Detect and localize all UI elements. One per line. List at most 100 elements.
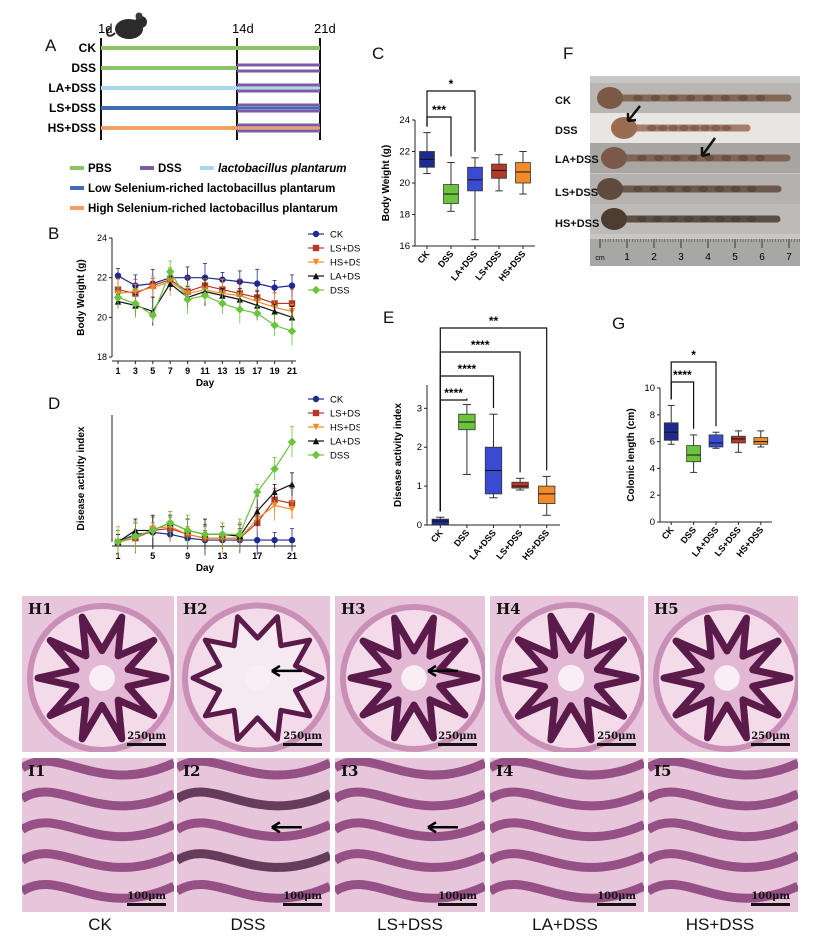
- panel-label-g: G: [612, 314, 626, 333]
- data-point: [167, 280, 174, 287]
- y-axis-label: Colonic length (cm): [626, 408, 637, 501]
- y-tick-label: 22: [97, 273, 107, 283]
- data-point: [235, 305, 244, 314]
- scale-bar: 250μm: [597, 731, 636, 746]
- colon-pellet: [703, 95, 713, 101]
- colon-pellet: [633, 186, 643, 192]
- y-axis-label: Disease activity index: [76, 426, 87, 530]
- colon-pellet: [700, 125, 711, 131]
- histology-tile-h2: H2 250μm: [177, 596, 330, 752]
- x-tick-label: 17: [252, 366, 262, 376]
- y-tick-label: 24: [399, 115, 410, 126]
- y-tick-label: 1: [417, 481, 422, 492]
- crypt-band: [177, 758, 330, 780]
- tissue-lumen: [89, 665, 115, 691]
- colon-pellet: [704, 155, 715, 161]
- crypt-band: [22, 849, 174, 872]
- crypt-band: [335, 758, 485, 780]
- tile-label: I4: [496, 762, 514, 780]
- bracket-line: [426, 116, 452, 157]
- y-tick-label: 8: [650, 410, 655, 421]
- box-ck: [419, 132, 435, 175]
- histology-tile-i5: I5 100μm: [648, 758, 798, 912]
- x-tick-label: DSS: [436, 249, 456, 270]
- legend-label: LS+DSS: [330, 244, 360, 255]
- scale-bar: 250μm: [283, 731, 322, 746]
- x-tick-label: 13: [217, 366, 227, 376]
- crypt-band: [22, 758, 174, 780]
- y-tick-label: 20: [399, 178, 410, 189]
- schedule-diagram: 1d 14d 21d CK DSS LA+DSS LS+DSS HS+DSS PBS DS…: [48, 12, 346, 215]
- box-iqr: [491, 163, 507, 179]
- colon-pellet: [668, 216, 679, 222]
- box-iqr: [538, 485, 556, 505]
- scale-bar-line: [597, 903, 636, 906]
- significance-label: ***: [432, 103, 446, 117]
- mouse-icon: [106, 12, 147, 39]
- significance-label: ****: [471, 338, 490, 352]
- box-hs-dss: [753, 430, 769, 448]
- colon-label-la: LA+DSS: [555, 154, 599, 166]
- x-tick-label: 5: [150, 551, 155, 561]
- colon-pellet: [755, 95, 766, 101]
- y-tick-label: 2: [417, 442, 422, 453]
- day-label-21: 21d: [314, 21, 336, 36]
- histology-tile-h5: H5 250μm: [648, 596, 798, 752]
- box-iqr: [663, 422, 679, 441]
- panel-label-c: C: [372, 44, 385, 63]
- x-tick-label: 3: [133, 366, 138, 376]
- group-label-hs-dss: HS+DSS: [48, 121, 96, 135]
- scale-bar-line: [597, 743, 636, 746]
- legend-label: DSS: [330, 451, 350, 462]
- data-point: [254, 508, 261, 515]
- colon-pellet: [721, 155, 732, 161]
- scale-bar: 100μm: [127, 891, 166, 906]
- group-label-ck: CK: [88, 915, 112, 934]
- x-tick-label: 9: [185, 551, 190, 561]
- bracket-line: [670, 361, 717, 427]
- data-point: [312, 395, 320, 403]
- significance-bracket: **: [439, 314, 548, 512]
- y-tick-label: 22: [399, 147, 410, 158]
- data-point: [311, 285, 321, 295]
- colon-pellet: [650, 95, 661, 101]
- crypt-band: [335, 818, 485, 842]
- box-ls-dss: [731, 430, 746, 453]
- bracket-line: [439, 327, 548, 512]
- data-point: [149, 284, 156, 291]
- x-tick-label: 1: [115, 366, 120, 376]
- arrow-icon: [427, 821, 458, 834]
- crypt-band: [177, 849, 330, 872]
- tile-label: H2: [183, 600, 208, 618]
- y-tick-label: 2: [650, 490, 655, 501]
- x-tick-label: CK: [429, 527, 445, 544]
- box-hs-dss: [538, 475, 556, 516]
- crypt-band: [22, 787, 174, 811]
- significance-bracket: ***: [426, 103, 452, 157]
- histology-tile-i3: I3 100μm: [335, 758, 485, 912]
- histology-tile-i4: I4 100μm: [490, 758, 644, 912]
- data-point: [254, 280, 261, 287]
- tissue-lumen: [714, 665, 740, 691]
- colon-cecum: [597, 178, 623, 200]
- legend-label: HS+DSS: [330, 258, 360, 269]
- tile-label: I2: [183, 762, 201, 780]
- legend-label: CK: [330, 230, 344, 241]
- colon-pellet: [665, 186, 676, 192]
- ruler-label: 7: [786, 252, 792, 263]
- x-tick-label: DSS: [452, 528, 472, 549]
- data-point: [271, 502, 278, 509]
- group-label-dss: DSS: [71, 61, 96, 75]
- crypt-band: [490, 818, 644, 842]
- data-point: [312, 258, 320, 266]
- colon-pellet: [714, 186, 725, 192]
- legend-label: High Selenium-riched lactobacillus plant…: [88, 203, 338, 215]
- colon-pellet: [683, 216, 694, 222]
- data-point: [148, 311, 157, 320]
- colon-label-dss: DSS: [555, 125, 578, 137]
- scale-bar: 250μm: [751, 731, 790, 746]
- data-point: [312, 272, 320, 280]
